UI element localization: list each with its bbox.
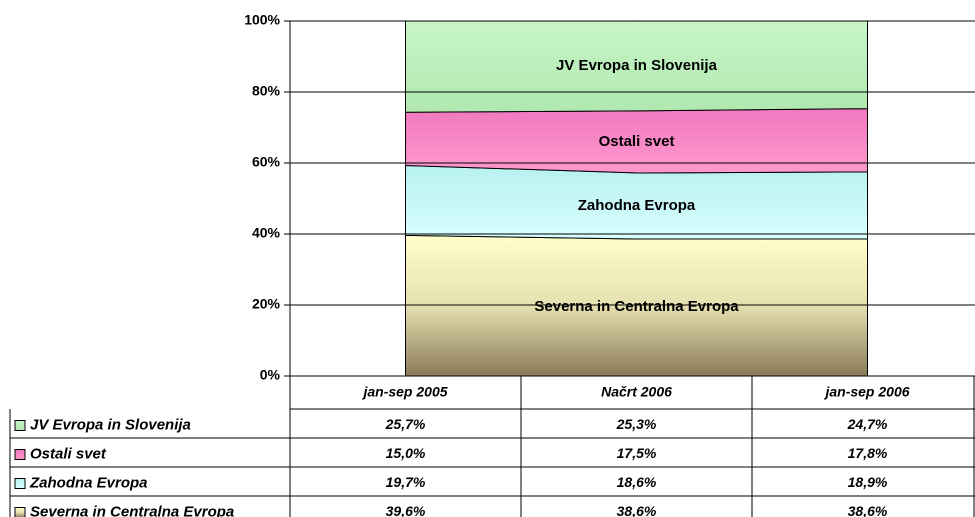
- area-label: JV Evropa in Slovenija: [556, 56, 717, 74]
- legend-label: JV Evropa in Slovenija: [30, 416, 191, 433]
- y-tick-label: 20%: [252, 296, 281, 312]
- legend-label: Ostali svet: [30, 445, 107, 462]
- value-label: 17,5%: [617, 445, 657, 461]
- value-label: 18,6%: [617, 474, 657, 490]
- area-label: Ostali svet: [598, 132, 675, 150]
- value-label: 25,3%: [616, 416, 657, 432]
- y-tick-label: 100%: [244, 12, 280, 28]
- x-tick-label: jan-sep 2006: [823, 384, 909, 400]
- x-tick-label: Načrt 2006: [601, 384, 672, 400]
- value-label: 39,6%: [386, 503, 426, 517]
- value-label: 38,6%: [617, 503, 657, 517]
- y-tick-label: 80%: [252, 83, 281, 99]
- x-tick-label: jan-sep 2005: [361, 384, 447, 400]
- value-label: 19,7%: [386, 474, 426, 490]
- area-label: Severna in Centralna Evropa: [534, 298, 739, 316]
- y-tick-label: 60%: [252, 154, 281, 170]
- value-label: 15,0%: [386, 445, 426, 461]
- value-label: 25,7%: [385, 416, 426, 432]
- value-label: 17,8%: [848, 445, 888, 461]
- area-label: Zahodna Evropa: [577, 196, 696, 214]
- legend-key: [14, 507, 26, 517]
- value-label: 24,7%: [847, 416, 888, 432]
- legend-label: Zahodna Evropa: [29, 474, 148, 491]
- legend-label: Severna in Centralna Evropa: [30, 503, 234, 517]
- legend-key: [14, 449, 26, 460]
- value-label: 18,9%: [848, 474, 888, 490]
- legend-key: [14, 478, 26, 489]
- y-tick-label: 0%: [260, 367, 281, 383]
- value-label: 38,6%: [848, 503, 888, 517]
- y-tick-label: 40%: [252, 225, 281, 241]
- legend-key: [14, 420, 26, 431]
